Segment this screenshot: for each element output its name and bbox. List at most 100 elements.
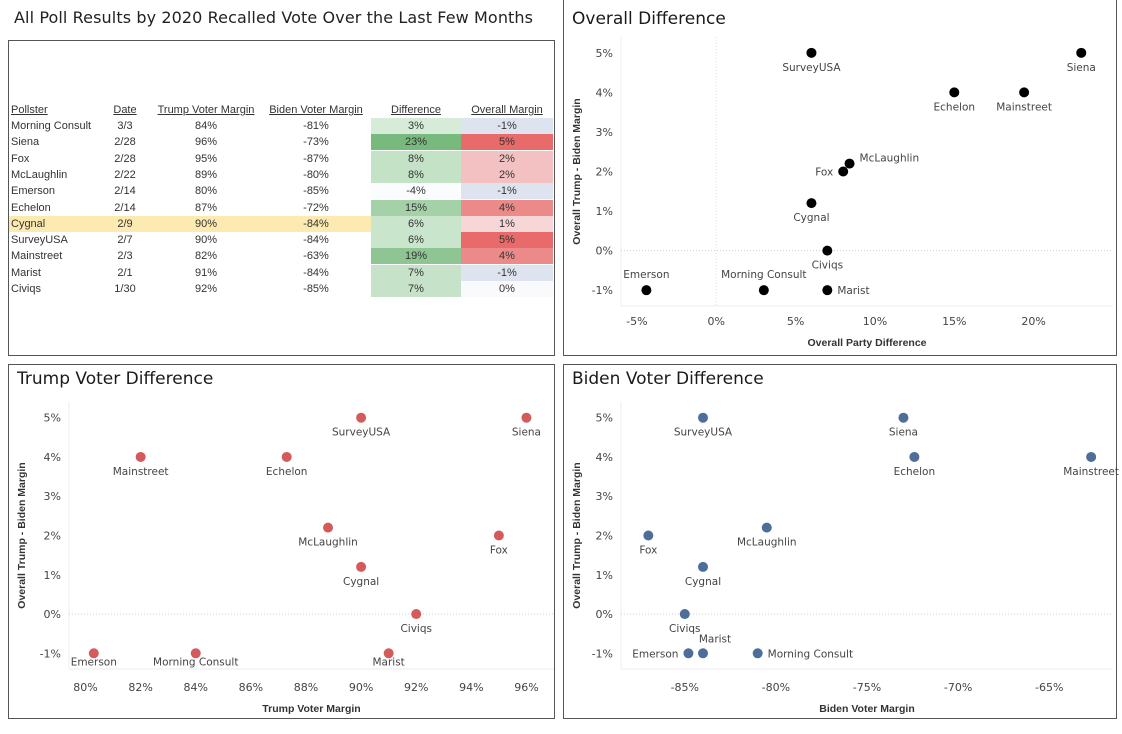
table-row[interactable]: Emerson 2/14 80% -85% -4% -1% [9,183,554,200]
table-row[interactable]: Morning Consult 3/3 84% -81% 3% -1% [9,118,554,134]
x-tick-label: 10% [863,315,887,328]
data-point[interactable] [1086,451,1097,462]
cell-biden: -73% [303,136,329,149]
point-label: Cygnal [685,576,721,588]
cell-biden: -84% [303,217,329,230]
data-point[interactable] [898,412,909,423]
data-point[interactable] [752,648,763,659]
data-point[interactable] [822,285,833,296]
x-tick-label: 15% [942,315,966,328]
data-point[interactable] [761,522,772,533]
table-row[interactable]: Fox 2/28 95% -87% 8% 2% [9,150,554,167]
data-point[interactable] [356,561,367,572]
cell-difference: 15% [371,199,461,216]
cell-pollster: Emerson [11,185,56,198]
table-row[interactable]: SurveyUSA 2/7 90% -84% 6% 5% [9,232,554,249]
data-point[interactable] [679,609,690,620]
data-point[interactable] [643,530,654,541]
page-title: All Poll Results by 2020 Recalled Vote O… [14,8,534,27]
x-tick-label: -80% [762,681,790,694]
data-point[interactable] [190,648,201,659]
cell-trump: 84% [194,120,218,132]
data-point[interactable] [758,285,769,296]
data-point[interactable] [1076,47,1087,58]
data-point[interactable] [411,609,422,620]
cell-biden: -63% [303,250,329,263]
column-header[interactable]: Date [113,104,137,116]
data-point[interactable] [135,451,146,462]
data-point[interactable] [323,522,334,533]
cell-overall: 1% [461,215,553,232]
point-label: McLaughlin [737,537,797,549]
data-point[interactable] [1019,87,1030,98]
x-tick-label: 82% [128,681,152,694]
table-row[interactable]: Echelon 2/14 87% -72% 15% 4% [9,199,554,216]
trump-voter-difference-panel: Trump Voter Difference 5% 4% 3% 2% 1% 0% -1% 80… [8,364,555,719]
y-tick-label: 0% [44,608,61,621]
data-point[interactable] [949,87,960,98]
data-point[interactable] [822,245,833,256]
cell-trump: 92% [194,283,218,295]
poll-table-panel: Pollster Date Trump Voter Margin Biden Vote… [8,40,555,356]
table-row[interactable]: Mainstreet 2/3 82% -63% 19% 4% [9,248,554,265]
data-point[interactable] [806,47,817,58]
y-tick-label: 5% [596,412,613,425]
cell-biden: -84% [303,266,329,279]
cell-overall: 5% [461,134,553,151]
biden-voter-difference-panel: Biden Voter Difference 5% 4% 3% 2% 1% 0% -1% -8… [563,364,1119,719]
cell-biden: -87% [303,152,329,165]
cell-pollster: Marist [11,266,41,279]
data-point[interactable] [88,648,99,659]
cell-overall: 4% [461,199,553,216]
cell-trump: 80% [194,185,218,198]
x-tick-label: 96% [514,681,538,694]
cell-difference: 7% [371,281,461,297]
data-point[interactable] [281,451,292,462]
x-tick-label: 0% [707,315,724,328]
cell-difference: 3% [371,118,461,134]
column-header[interactable]: Biden Voter Margin [269,104,363,116]
x-tick-label: 80% [73,681,97,694]
data-point[interactable] [356,412,367,423]
data-point[interactable] [383,648,394,659]
column-header[interactable]: Pollster [11,104,48,116]
table-row[interactable]: Marist 2/1 91% -84% 7% -1% [9,264,554,281]
y-tick-label: 2% [596,166,613,179]
y-tick-label: 3% [596,490,613,503]
cell-date: 2/9 [117,217,133,230]
data-point[interactable] [698,412,708,423]
table-row[interactable]: Civiqs 1/30 92% -85% 7% 0% [9,281,554,297]
cell-date: 2/14 [114,185,136,198]
data-point[interactable] [493,530,504,541]
column-header[interactable]: Trump Voter Margin [157,104,255,116]
cell-pollster: Echelon [11,201,51,214]
cell-pollster: Mainstreet [11,250,63,263]
data-point[interactable] [844,158,855,169]
data-point[interactable] [698,648,708,659]
data-point[interactable] [838,166,849,177]
cell-date: 2/3 [117,250,133,263]
x-tick-label: 88% [294,681,318,694]
point-label: Fox [639,545,657,557]
data-point[interactable] [641,285,652,296]
cell-pollster: Fox [11,152,30,165]
data-point[interactable] [683,648,694,659]
column-header[interactable]: Difference [391,104,441,116]
data-point[interactable] [806,198,817,209]
point-label: Civiqs [669,623,701,635]
cell-date: 2/7 [117,234,133,247]
cell-date: 2/1 [117,266,133,279]
table-row[interactable]: McLaughlin 2/22 89% -80% 8% 2% [9,166,554,183]
data-point[interactable] [698,561,708,572]
table-header-row: Pollster Date Trump Voter Margin Biden Vote… [9,102,554,118]
x-tick-label: -65% [1035,681,1063,694]
cell-biden: -85% [303,185,329,198]
data-point[interactable] [909,451,920,462]
column-header[interactable]: Overall Margin [471,104,543,116]
table-row[interactable]: Cygnal 2/9 90% -84% 6% 1% [9,215,554,232]
x-axis-title: Trump Voter Margin [262,703,360,715]
x-tick-label: 5% [787,315,804,328]
data-point[interactable] [521,412,532,423]
point-label: Civiqs [812,260,844,272]
table-row[interactable]: Siena 2/28 96% -73% 23% 5% [9,134,554,151]
